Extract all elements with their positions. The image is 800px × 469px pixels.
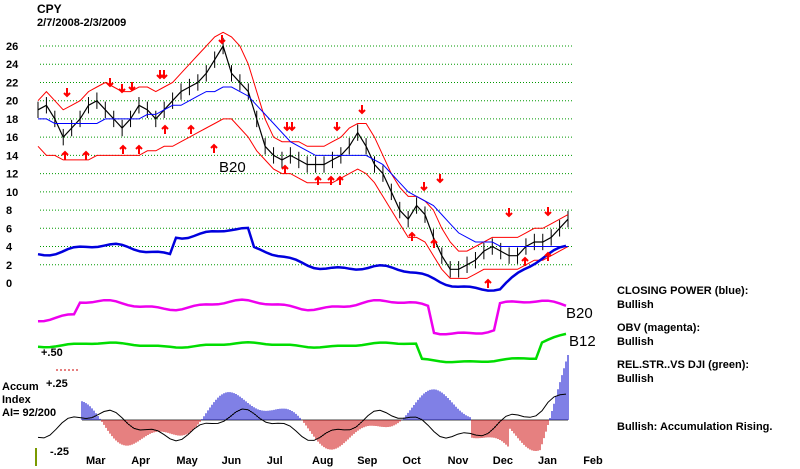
x-tick-label: Aug <box>312 455 333 467</box>
obv-line <box>37 298 567 336</box>
y-tick-label: 2 <box>6 260 12 272</box>
moving-average-line <box>38 86 568 247</box>
accum-ai-value: AI= 92/200 <box>2 407 56 419</box>
sell-arrow <box>505 208 513 218</box>
x-tick-label: Jun <box>222 455 242 467</box>
legend-summary: Bullish: Accumulation Rising. <box>617 421 772 433</box>
month-axis: Mar Apr May Jun Jul Aug Sep Oct Nov Dec Jan Feb <box>35 448 603 467</box>
y-tick-label: 24 <box>6 59 19 71</box>
x-tick-label: Mar <box>86 455 106 467</box>
y-tick-label: 4 <box>6 242 13 254</box>
lower-band-line <box>37 118 569 279</box>
accum-level-top: +.50 <box>41 347 63 359</box>
buy-arrow <box>135 144 143 154</box>
chart-title: CPY <box>37 2 62 16</box>
sell-arrow <box>333 122 341 132</box>
sell-arrow <box>128 82 136 92</box>
accum-title-1: Accum <box>2 381 39 393</box>
sell-arrow <box>420 182 428 192</box>
closing-power-line <box>37 226 567 292</box>
price-series <box>37 31 569 279</box>
legend-closing-power: CLOSING POWER (blue): <box>617 285 748 297</box>
y-tick-label: 22 <box>6 77 18 89</box>
buy-arrow <box>314 175 322 185</box>
buy-arrow <box>430 238 438 248</box>
buy-arrow <box>408 231 416 241</box>
legend-relstr: REL.STR..VS DJI (green): <box>617 359 749 371</box>
x-tick-label: Sep <box>357 455 377 467</box>
x-tick-label: Oct <box>402 455 421 467</box>
sell-arrow <box>218 35 226 45</box>
sell-arrow <box>283 122 291 132</box>
sell-arrow <box>160 70 168 80</box>
y-tick-label: 10 <box>6 187 18 199</box>
accum-index-histogram <box>37 355 569 451</box>
y-tick-label: 18 <box>6 114 18 126</box>
x-tick-label: Jan <box>538 455 557 467</box>
buy-arrow <box>82 150 90 160</box>
x-tick-label: Jul <box>267 455 283 467</box>
y-tick-label: 0 <box>6 278 12 290</box>
buy-arrow <box>61 150 69 160</box>
x-tick-label: Apr <box>131 455 151 467</box>
upper-band-line <box>37 31 569 252</box>
sell-arrow <box>63 88 71 98</box>
y-tick-label: 8 <box>6 205 12 217</box>
accum-level-mid: +.25 <box>46 378 68 390</box>
price-line <box>37 44 569 270</box>
y-tick-label: 12 <box>6 169 18 181</box>
sell-arrow <box>288 122 296 132</box>
legend-obv-state: Bullish <box>617 336 654 348</box>
buy-arrow <box>336 175 344 185</box>
buy-arrow <box>281 164 289 174</box>
buy-arrow <box>210 143 218 153</box>
buy-arrow <box>327 175 335 185</box>
sell-arrow <box>544 207 552 217</box>
sell-arrow <box>118 84 126 94</box>
y-tick-label: 20 <box>6 96 18 108</box>
x-tick-label: Dec <box>493 455 513 467</box>
signal-arrows <box>61 35 552 288</box>
buy-arrow <box>521 256 529 266</box>
x-tick-label: Feb <box>583 455 603 467</box>
y-tick-label: 16 <box>6 132 18 144</box>
accum-level-bottom: -.25 <box>50 446 69 458</box>
buy-arrow <box>544 251 552 261</box>
x-tick-label: May <box>176 455 198 467</box>
legend-obv: OBV (magenta): <box>617 322 700 334</box>
sell-arrow <box>106 78 114 88</box>
x-tick-label: Nov <box>448 455 470 467</box>
annotation-b20-right: B20 <box>566 305 593 322</box>
y-tick-label: 26 <box>6 41 18 53</box>
buy-arrow <box>187 124 195 134</box>
accum-title-2: Index <box>2 394 32 406</box>
annotation-b12: B12 <box>569 333 596 350</box>
sell-arrow <box>358 105 366 115</box>
buy-arrow <box>161 124 169 134</box>
relstr-line <box>37 332 567 364</box>
y-tick-label: 6 <box>6 223 12 235</box>
chart-date-range: 2/7/2008-2/3/2009 <box>37 17 126 29</box>
y-tick-label: 14 <box>6 150 19 162</box>
sell-arrow <box>436 174 444 184</box>
buy-arrow <box>119 144 127 154</box>
indicator-lines <box>37 226 567 364</box>
legend-closing-power-state: Bullish <box>617 299 654 311</box>
annotation-b20-mid: B20 <box>219 159 246 176</box>
buy-arrow <box>484 278 492 288</box>
accum-average-line <box>37 393 567 442</box>
legend-relstr-state: Bullish <box>617 373 654 385</box>
